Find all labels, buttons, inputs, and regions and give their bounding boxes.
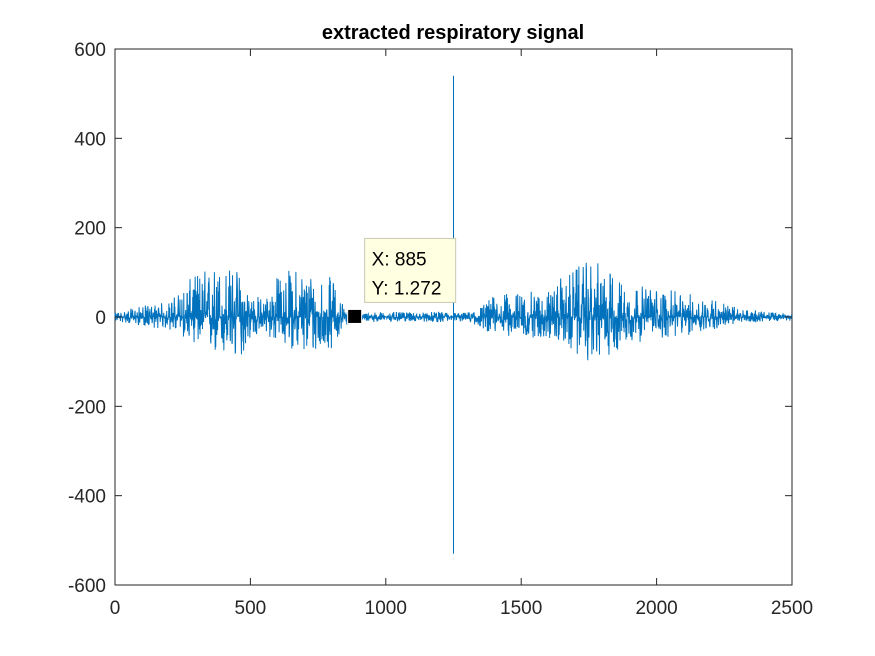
tick-layer: 0 500 1000 1500 2000 2500 -600 -400 -200 0 200 400 6… xyxy=(68,40,813,619)
datatip-x-text: X: 885 xyxy=(372,249,427,270)
y-tick-label: 400 xyxy=(74,129,106,150)
y-tick-label: -400 xyxy=(68,487,106,508)
x-tick-label: 2000 xyxy=(635,598,677,619)
y-tick-label: -600 xyxy=(68,576,106,597)
y-tick-label: 0 xyxy=(95,308,106,329)
datatip[interactable]: X: 885 Y: 1.272 xyxy=(347,237,457,324)
x-tick-label: 0 xyxy=(110,598,121,619)
x-tick-label: 1000 xyxy=(365,598,407,619)
chart-title: extracted respiratory signal xyxy=(322,22,584,44)
y-tick-label: 600 xyxy=(74,40,106,61)
datatip-box xyxy=(364,237,457,303)
plot-area: 0 500 1000 1500 2000 2500 -600 -400 -200 0 200 400 6… xyxy=(68,40,813,619)
datatip-marker[interactable] xyxy=(347,308,363,324)
y-tick-label: -200 xyxy=(68,397,106,418)
y-tick-label: 200 xyxy=(74,219,106,240)
x-tick-label: 500 xyxy=(235,598,267,619)
x-tick-label: 2500 xyxy=(771,598,813,619)
x-tick-label: 1500 xyxy=(500,598,542,619)
signal-layer xyxy=(114,75,793,554)
datatip-y-text: Y: 1.272 xyxy=(372,278,442,299)
